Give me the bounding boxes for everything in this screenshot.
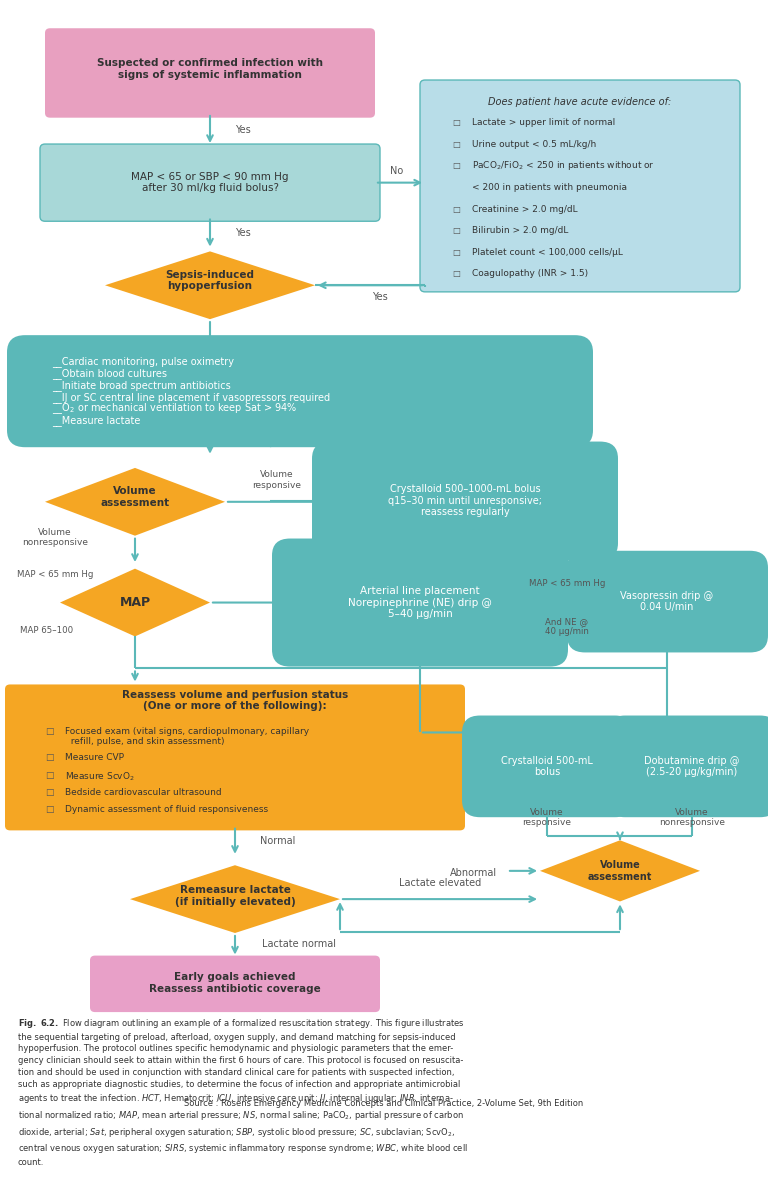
Text: Dynamic assessment of fluid responsiveness: Dynamic assessment of fluid responsivene… <box>65 806 268 814</box>
Text: □: □ <box>45 788 54 798</box>
Text: Lactate > upper limit of normal: Lactate > upper limit of normal <box>472 117 615 127</box>
Text: MAP 65–100: MAP 65–100 <box>21 627 74 635</box>
Text: Bedside cardiovascular ultrasound: Bedside cardiovascular ultrasound <box>65 788 222 798</box>
Text: Yes: Yes <box>235 228 250 237</box>
FancyBboxPatch shape <box>272 538 568 667</box>
Text: PaCO$_2$/FiO$_2$ < 250 in patients without or: PaCO$_2$/FiO$_2$ < 250 in patients witho… <box>472 159 655 172</box>
Text: □: □ <box>452 161 460 171</box>
Text: __Measure lactate: __Measure lactate <box>52 416 141 427</box>
Text: __Cardiac monitoring, pulse oximetry: __Cardiac monitoring, pulse oximetry <box>52 356 234 367</box>
Text: Creatinine > 2.0 mg/dL: Creatinine > 2.0 mg/dL <box>472 205 578 213</box>
Text: Measure ScvO$_2$: Measure ScvO$_2$ <box>65 770 135 783</box>
Text: Urine output < 0.5 mL/kg/h: Urine output < 0.5 mL/kg/h <box>472 140 596 148</box>
Text: Source : Rosens Emergency Medicine Concepts and Clinical Practice, 2-Volume Set,: Source : Rosens Emergency Medicine Conce… <box>184 1098 584 1108</box>
Text: Volume
nonresponsive: Volume nonresponsive <box>659 808 725 827</box>
Text: Yes: Yes <box>235 124 250 135</box>
Text: Volume
assessment: Volume assessment <box>101 486 170 508</box>
Text: __O$_2$ or mechanical ventilation to keep Sat > 94%: __O$_2$ or mechanical ventilation to kee… <box>52 402 298 416</box>
Text: Vasopressin drip @
0.04 U/min: Vasopressin drip @ 0.04 U/min <box>621 591 713 613</box>
FancyBboxPatch shape <box>40 145 380 222</box>
Text: MAP < 65 mm Hg: MAP < 65 mm Hg <box>17 570 93 578</box>
Text: □: □ <box>45 770 54 780</box>
Text: Measure CVP: Measure CVP <box>65 754 124 762</box>
Text: Platelet count < 100,000 cells/μL: Platelet count < 100,000 cells/μL <box>472 248 623 257</box>
Text: __IJ or SC central line placement if vasopressors required: __IJ or SC central line placement if vas… <box>52 392 330 403</box>
Text: No: No <box>390 166 404 177</box>
Text: MAP: MAP <box>120 596 151 609</box>
Text: □: □ <box>45 726 54 736</box>
Text: MAP < 65 mm Hg: MAP < 65 mm Hg <box>529 579 605 589</box>
FancyBboxPatch shape <box>462 716 633 818</box>
Polygon shape <box>105 251 315 319</box>
Text: Lactate normal: Lactate normal <box>262 940 336 949</box>
Text: Volume
responsive: Volume responsive <box>253 470 302 489</box>
Text: Dobutamine drip @
(2.5-20 μg/kg/min): Dobutamine drip @ (2.5-20 μg/kg/min) <box>644 756 740 777</box>
FancyBboxPatch shape <box>312 442 618 561</box>
Text: □: □ <box>45 806 54 814</box>
Polygon shape <box>130 865 340 933</box>
Text: Does patient have acute evidence of:: Does patient have acute evidence of: <box>488 97 672 107</box>
Text: Volume
assessment: Volume assessment <box>588 860 652 882</box>
Text: □: □ <box>452 226 460 235</box>
Text: Sepsis-induced
hypoperfusion: Sepsis-induced hypoperfusion <box>165 270 254 292</box>
Text: Coagulopathy (INR > 1.5): Coagulopathy (INR > 1.5) <box>472 269 588 278</box>
Text: Volume
responsive: Volume responsive <box>522 808 571 827</box>
Text: $\bf{Fig.\ 6.2.}$ Flow diagram outlining an example of a formalized resuscitatio: $\bf{Fig.\ 6.2.}$ Flow diagram outlining… <box>18 1017 468 1167</box>
Text: Arterial line placement
Norepinephrine (NE) drip @
5–40 μg/min: Arterial line placement Norepinephrine (… <box>348 585 492 619</box>
Text: Early goals achieved
Reassess antibiotic coverage: Early goals achieved Reassess antibiotic… <box>149 972 321 994</box>
Text: Normal: Normal <box>260 835 296 846</box>
Text: Abnormal: Abnormal <box>449 867 497 878</box>
Text: Remeasure lactate
(if initially elevated): Remeasure lactate (if initially elevated… <box>174 885 296 907</box>
Text: __Obtain blood cultures: __Obtain blood cultures <box>52 367 167 379</box>
Text: Reassess volume and perfusion status
(One or more of the following):: Reassess volume and perfusion status (On… <box>122 690 348 711</box>
FancyBboxPatch shape <box>420 81 740 292</box>
Text: Crystalloid 500–1000-mL bolus
q15–30 min until unresponsive;
reassess regularly: Crystalloid 500–1000-mL bolus q15–30 min… <box>388 485 542 518</box>
FancyBboxPatch shape <box>90 955 380 1012</box>
Polygon shape <box>60 569 210 636</box>
Text: Bilirubin > 2.0 mg/dL: Bilirubin > 2.0 mg/dL <box>472 226 568 235</box>
Text: □: □ <box>452 140 460 148</box>
Text: Suspected or confirmed infection with
signs of systemic inflammation: Suspected or confirmed infection with si… <box>97 58 323 79</box>
Text: And NE @
40 μg/min: And NE @ 40 μg/min <box>545 616 589 636</box>
Text: Volume
nonresponsive: Volume nonresponsive <box>22 527 88 547</box>
Text: □: □ <box>45 754 54 762</box>
Text: Focused exam (vital signs, cardiopulmonary, capillary
  refill, pulse, and skin : Focused exam (vital signs, cardiopulmona… <box>65 726 310 747</box>
Text: Lactate elevated: Lactate elevated <box>399 878 481 888</box>
Text: □: □ <box>452 205 460 213</box>
Text: □: □ <box>452 269 460 278</box>
FancyBboxPatch shape <box>5 685 465 831</box>
FancyBboxPatch shape <box>45 28 375 117</box>
Text: □: □ <box>452 248 460 257</box>
Text: MAP < 65 or SBP < 90 mm Hg
after 30 ml/kg fluid bolus?: MAP < 65 or SBP < 90 mm Hg after 30 ml/k… <box>131 172 289 193</box>
Text: __Initiate broad spectrum antibiotics: __Initiate broad spectrum antibiotics <box>52 380 230 391</box>
FancyBboxPatch shape <box>7 335 593 447</box>
Polygon shape <box>540 840 700 902</box>
Text: Crystalloid 500-mL
bolus: Crystalloid 500-mL bolus <box>501 756 593 777</box>
FancyBboxPatch shape <box>567 551 768 653</box>
FancyBboxPatch shape <box>607 716 768 818</box>
Text: < 200 in patients with pneumonia: < 200 in patients with pneumonia <box>472 182 627 192</box>
Polygon shape <box>45 468 225 536</box>
Text: Yes: Yes <box>372 292 388 302</box>
Text: □: □ <box>452 117 460 127</box>
